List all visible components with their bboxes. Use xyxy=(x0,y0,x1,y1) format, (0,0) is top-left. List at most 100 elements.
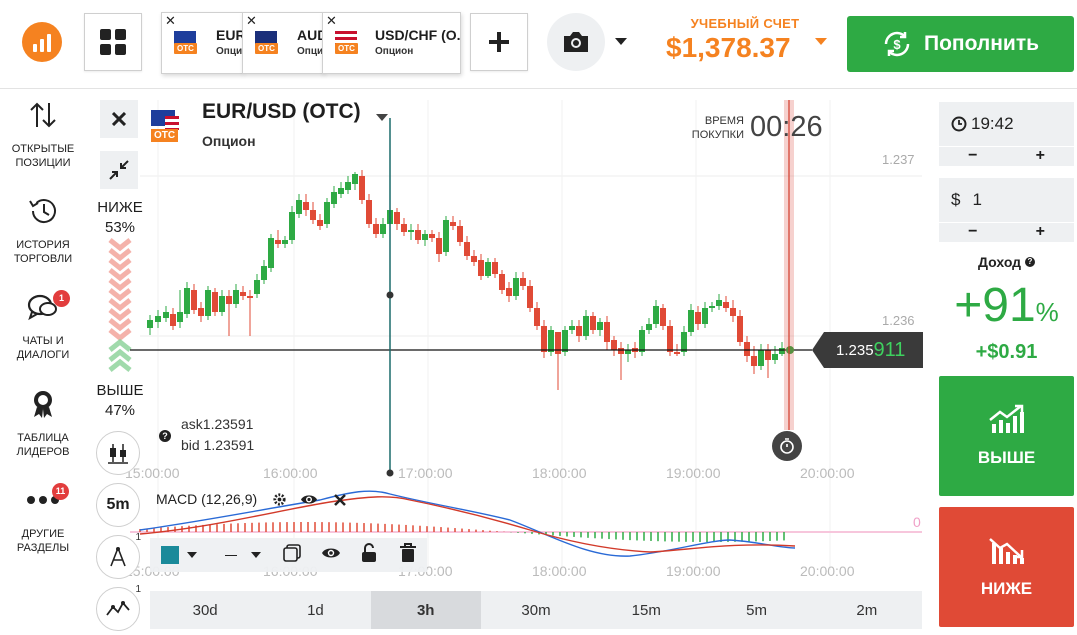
drawing-tools-button[interactable]: 1 xyxy=(96,532,141,579)
lower-button[interactable]: НИЖЕ xyxy=(939,507,1074,627)
candle-body xyxy=(639,330,645,352)
asset-tab-aud[interactable]: ✕ OTC AUD Опцион xyxy=(242,12,324,74)
screenshot-button[interactable] xyxy=(547,13,605,71)
otc-badge: OTC xyxy=(151,129,179,142)
time-plus-button[interactable]: + xyxy=(1035,147,1045,164)
amount-minus-button[interactable]: − xyxy=(968,223,978,240)
candle-body xyxy=(366,200,372,224)
account-balance[interactable]: $1,378.37 xyxy=(666,32,791,63)
interval-button[interactable]: 5m xyxy=(96,483,140,527)
add-asset-button[interactable] xyxy=(470,13,528,71)
asset-tab-usdchf[interactable]: ✕ OTC USD/CHF (O... Опцион xyxy=(322,12,461,74)
candle-body xyxy=(681,332,687,352)
timeframe-5m[interactable]: 5m xyxy=(746,601,767,619)
app-logo[interactable] xyxy=(22,22,62,62)
gear-icon[interactable] xyxy=(272,492,287,512)
timeframe-15m[interactable]: 15m xyxy=(631,601,661,619)
nav-label: ДРУГИЕ РАЗДЕЛЫ xyxy=(16,528,70,554)
timeframe-2m[interactable]: 2m xyxy=(856,601,878,619)
nav-label: ЧАТЫ И ДИАЛОГИ xyxy=(16,335,70,361)
lower-label: НИЖЕ xyxy=(97,199,143,216)
candle-body xyxy=(233,290,239,304)
pair-subtitle: Опцион xyxy=(202,133,256,149)
nav-other-sections[interactable]: 11 ДРУГИЕ РАЗДЕЛЫ xyxy=(0,483,86,555)
candle-body xyxy=(345,182,351,190)
price-chart[interactable] xyxy=(90,90,930,590)
time-label: 20:00:00 xyxy=(800,465,855,481)
down-arrow-mark xyxy=(108,278,132,292)
notification-badge: 1 xyxy=(53,290,70,307)
asset-tab-eur[interactable]: ✕ OTC EUR Опцион xyxy=(161,12,243,74)
macd-signal-line xyxy=(139,496,796,553)
drawing-toolbar xyxy=(150,538,427,572)
purchase-point xyxy=(386,291,394,299)
close-tab-icon[interactable]: ✕ xyxy=(165,13,176,28)
candle-body xyxy=(751,356,757,366)
close-chart-button[interactable] xyxy=(100,100,138,138)
time-label: 20:00:00 xyxy=(800,563,855,579)
higher-pct: 47% xyxy=(104,402,136,419)
tool-count: 1 xyxy=(135,584,141,595)
collapse-chart-button[interactable] xyxy=(100,151,138,189)
grid-icon xyxy=(100,29,126,55)
investment-field[interactable]: $ 1 xyxy=(939,178,1074,222)
candle-body xyxy=(219,296,225,312)
expiration-time-field[interactable]: 19:42 xyxy=(939,102,1074,146)
candle-body xyxy=(625,350,631,354)
candle-body xyxy=(268,238,274,268)
chevron-down-icon[interactable] xyxy=(615,38,627,45)
eye-icon[interactable] xyxy=(300,493,318,511)
help-icon[interactable]: ? xyxy=(1024,257,1035,267)
chevron-down-icon[interactable] xyxy=(815,38,827,45)
timeframe-3h[interactable]: 3h xyxy=(370,591,481,629)
close-tab-icon[interactable]: ✕ xyxy=(326,13,337,28)
candle-body xyxy=(779,348,785,354)
chevron-down-icon[interactable] xyxy=(187,552,197,558)
eye-icon[interactable] xyxy=(321,546,341,565)
up-arrow-mark xyxy=(108,358,132,372)
chart-type-button[interactable] xyxy=(96,431,140,475)
candle-body xyxy=(541,326,547,352)
timeframe-1d[interactable]: 1d xyxy=(307,601,324,619)
timeframe-30d[interactable]: 30d xyxy=(192,601,218,619)
close-icon[interactable] xyxy=(334,493,346,511)
candle-body xyxy=(436,238,442,254)
unlock-icon[interactable] xyxy=(361,542,377,568)
chevron-down-icon[interactable] xyxy=(251,552,261,558)
candle-body xyxy=(240,292,246,296)
nav-leaderboard[interactable]: ТАБЛИЦА ЛИДЕРОВ xyxy=(0,387,86,459)
timeframe-30m[interactable]: 30m xyxy=(521,601,551,619)
nav-open-positions[interactable]: ОТКРЫТЫЕ ПОЗИЦИИ xyxy=(0,98,86,170)
help-icon[interactable]: ? xyxy=(159,430,171,442)
time-minus-button[interactable]: − xyxy=(968,147,978,164)
current-price-dot xyxy=(786,346,794,354)
nav-chats[interactable]: 1 ЧАТЫ И ДИАЛОГИ xyxy=(0,290,86,362)
chart-down-icon xyxy=(988,538,1024,564)
amount-plus-button[interactable]: + xyxy=(1035,223,1045,240)
candle-body xyxy=(590,316,596,330)
candle-body xyxy=(695,312,701,324)
header-divider xyxy=(0,88,1077,89)
layout-grid-button[interactable] xyxy=(84,13,142,71)
candle-body xyxy=(422,234,428,240)
line-style-icon[interactable] xyxy=(225,554,237,556)
candle-body xyxy=(527,286,533,308)
candle-body xyxy=(534,308,540,326)
up-arrow-mark xyxy=(108,348,132,362)
candle-body xyxy=(429,234,435,238)
close-icon xyxy=(112,112,126,126)
close-tab-icon[interactable]: ✕ xyxy=(246,13,257,28)
nav-trade-history[interactable]: ИСТОРИЯ ТОРГОВЛИ xyxy=(0,194,86,266)
chart-overlay xyxy=(108,100,812,477)
color-swatch[interactable] xyxy=(161,546,179,564)
pair-title[interactable]: EUR/USD (OTC) xyxy=(202,100,361,123)
expiration-timer-icon[interactable] xyxy=(772,431,802,461)
chevron-down-icon[interactable] xyxy=(376,114,388,121)
indicators-button[interactable]: 1 xyxy=(96,584,141,631)
candle-body xyxy=(226,296,232,304)
deposit-button[interactable]: $ Пополнить xyxy=(847,16,1074,72)
duplicate-icon[interactable] xyxy=(283,543,301,567)
higher-button[interactable]: ВЫШЕ xyxy=(939,376,1074,496)
trash-icon[interactable] xyxy=(399,542,417,568)
candle-body xyxy=(394,212,400,224)
